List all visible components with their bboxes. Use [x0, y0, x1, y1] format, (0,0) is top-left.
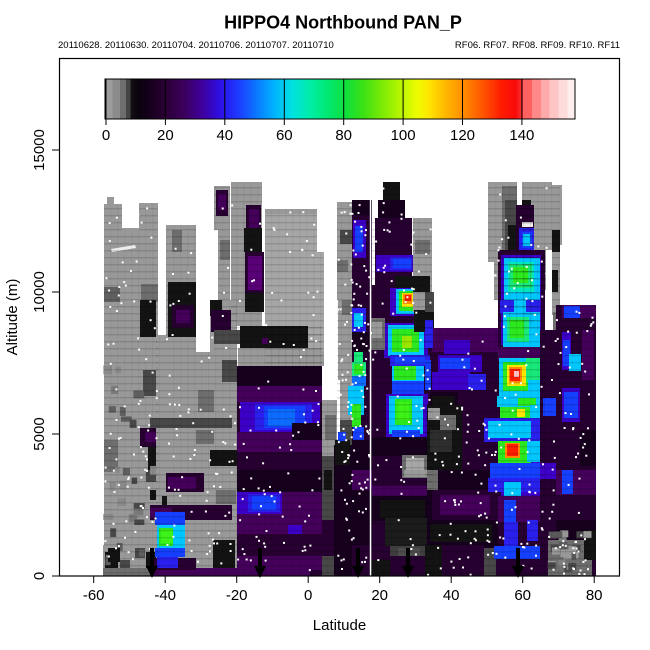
- svg-text:Latitude: Latitude: [313, 617, 366, 634]
- svg-text:0: 0: [102, 127, 110, 144]
- svg-text:-60: -60: [83, 587, 105, 604]
- svg-text:RF06. RF07. RF08. RF09. RF10.: RF06. RF07. RF08. RF09. RF10. RF11: [455, 40, 620, 51]
- svg-text:10000: 10000: [31, 271, 48, 313]
- svg-text:140: 140: [509, 127, 534, 144]
- svg-text:20: 20: [157, 127, 174, 144]
- svg-text:-20: -20: [226, 587, 248, 604]
- svg-text:-40: -40: [154, 587, 176, 604]
- svg-text:0: 0: [304, 587, 312, 604]
- svg-text:5000: 5000: [31, 417, 48, 450]
- svg-text:40: 40: [216, 127, 233, 144]
- svg-text:HIPPO4 Northbound PAN_P: HIPPO4 Northbound PAN_P: [224, 13, 462, 33]
- svg-text:120: 120: [450, 127, 475, 144]
- svg-text:15000: 15000: [31, 129, 48, 171]
- svg-text:100: 100: [391, 127, 416, 144]
- svg-text:80: 80: [586, 587, 603, 604]
- svg-text:20110628. 20110630. 20110704.: 20110628. 20110630. 20110704. 20110706. …: [58, 40, 334, 51]
- svg-text:Altitude (m): Altitude (m): [4, 279, 21, 356]
- svg-text:40: 40: [443, 587, 460, 604]
- svg-text:60: 60: [276, 127, 293, 144]
- svg-text:80: 80: [335, 127, 352, 144]
- svg-text:20: 20: [371, 587, 388, 604]
- svg-text:0: 0: [31, 572, 48, 580]
- svg-text:60: 60: [514, 587, 531, 604]
